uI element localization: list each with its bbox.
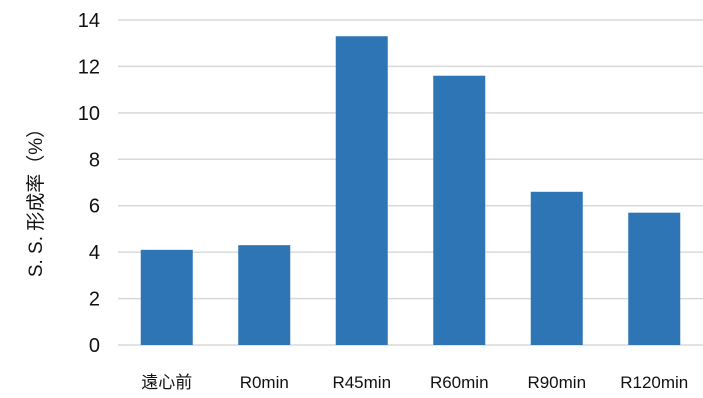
x-category-label: R60min	[430, 373, 489, 392]
y-tick-label: 6	[89, 196, 100, 218]
gridlines	[118, 19, 703, 346]
y-axis-title: S. S. 形成率（%）	[25, 119, 47, 277]
y-axis-tick-labels: 0 2 4 6 8 10 12 14	[78, 10, 100, 357]
x-category-label: 遠心前	[141, 373, 192, 392]
y-tick-label: 2	[89, 289, 100, 311]
y-tick-label: 14	[78, 10, 100, 32]
y-tick-label: 10	[78, 103, 100, 125]
x-axis-category-labels: 遠心前 R0min R45min R60min R90min R120min	[141, 373, 688, 392]
bar-3	[433, 75, 486, 345]
x-category-label: R120min	[620, 373, 688, 392]
bar-0	[140, 249, 193, 345]
bar-4	[530, 191, 583, 345]
bar-5	[628, 212, 681, 345]
bar-1	[238, 245, 291, 345]
y-tick-label: 8	[89, 149, 100, 171]
bars	[140, 36, 681, 345]
y-tick-label: 0	[89, 335, 100, 357]
y-tick-label: 4	[89, 242, 100, 264]
y-tick-label: 12	[78, 56, 100, 78]
x-category-label: R45min	[332, 373, 391, 392]
bar-2	[335, 36, 388, 345]
x-category-label: R0min	[240, 373, 289, 392]
x-category-label: R90min	[527, 373, 586, 392]
